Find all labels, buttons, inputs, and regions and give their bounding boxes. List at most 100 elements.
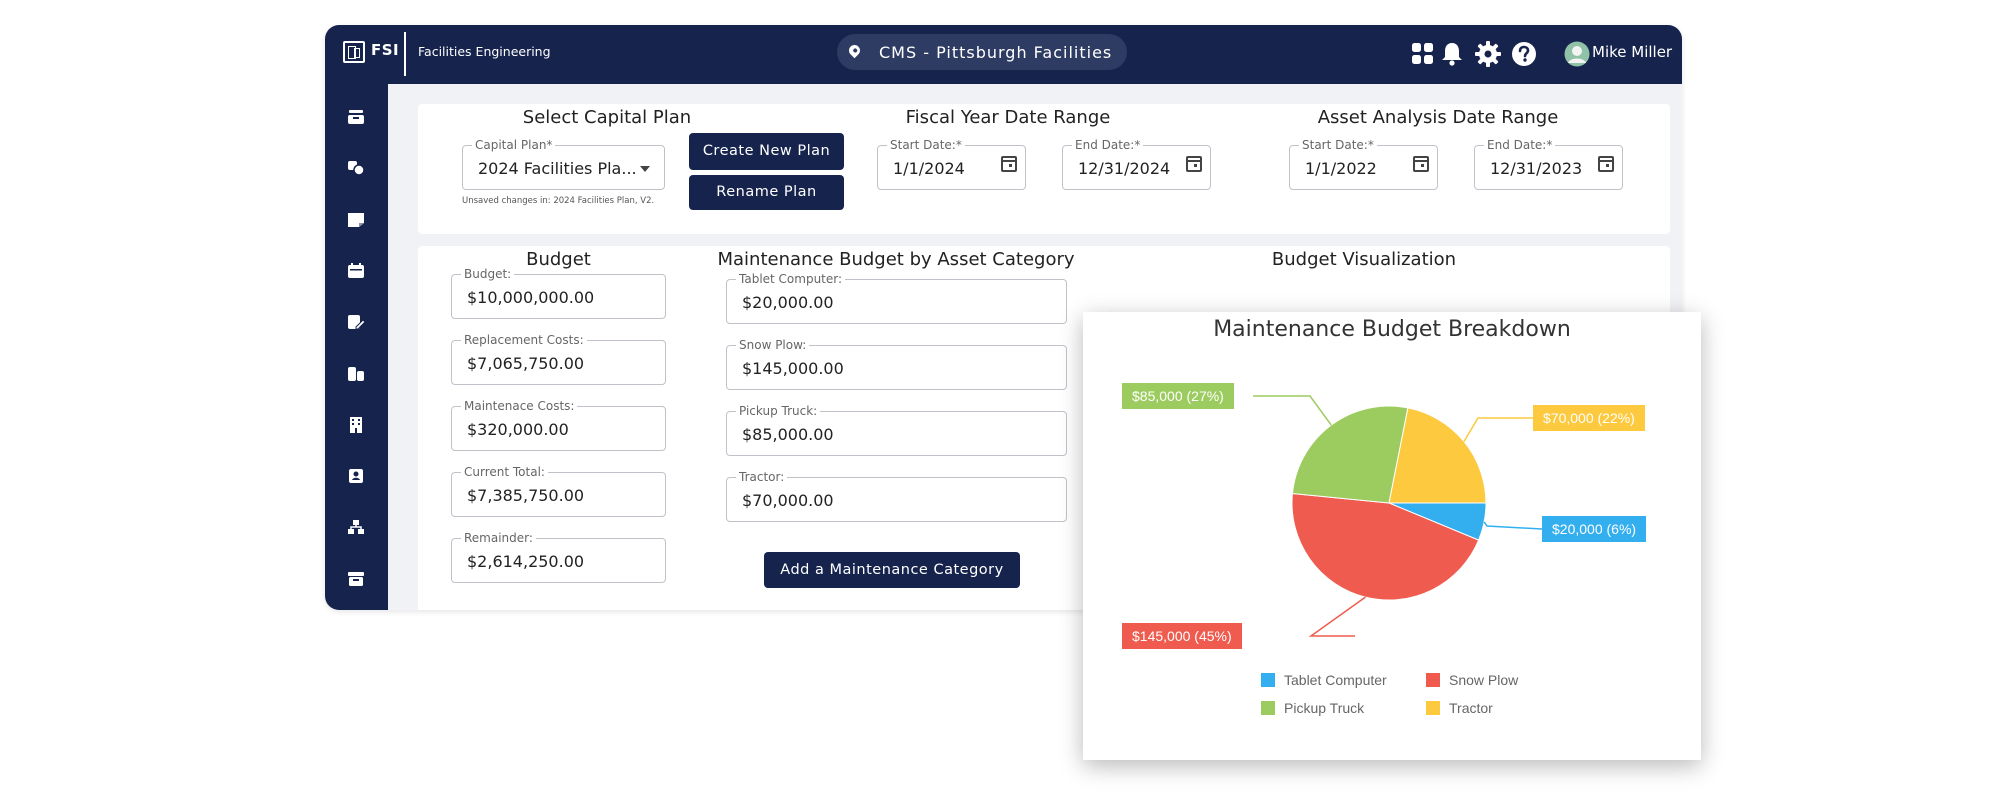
leader-line-tablet-computer bbox=[1483, 521, 1543, 530]
calendar-icon[interactable] bbox=[347, 263, 365, 279]
calendar-icon[interactable] bbox=[1186, 156, 1202, 172]
user-name[interactable]: Mike Miller bbox=[1592, 43, 1673, 61]
legend-label-snow-plow[interactable]: Snow Plow bbox=[1449, 672, 1519, 688]
budget-field[interactable]: Budget: $10,000,000.00 bbox=[451, 267, 666, 319]
unsaved-note: Unsaved changes in: 2024 Facilities Plan… bbox=[462, 196, 655, 206]
current-total-field[interactable]: Current Total: $7,385,750.00 bbox=[451, 465, 666, 517]
tractor-field[interactable]: Tractor: $70,000.00 bbox=[726, 470, 1067, 522]
slice-label-pickup-truck: $85,000 (27%) bbox=[1122, 383, 1234, 409]
fiscal-start-date-field[interactable]: Start Date:* 1/1/2024 bbox=[877, 138, 1026, 190]
replacement-costs-label: Replacement Costs: bbox=[461, 333, 587, 347]
budget-label: Budget: bbox=[461, 267, 515, 281]
capital-plan-value: 2024 Facilities Pla... bbox=[478, 159, 637, 178]
create-new-plan-button[interactable]: Create New Plan bbox=[689, 133, 844, 170]
tractor-label: Tractor: bbox=[736, 470, 788, 484]
building-icon[interactable] bbox=[347, 417, 365, 433]
archive-icon[interactable] bbox=[347, 571, 365, 587]
org-name: Facilities Engineering bbox=[418, 44, 551, 59]
legend-label-tractor[interactable]: Tractor bbox=[1449, 700, 1493, 716]
snow-plow-field[interactable]: Snow Plow: $145,000.00 bbox=[726, 338, 1067, 390]
capital-plan-select[interactable]: Capital Plan* 2024 Facilities Pla... bbox=[462, 138, 665, 190]
avatar-icon[interactable] bbox=[1564, 41, 1590, 67]
asset-start-label: Start Date:* bbox=[1299, 138, 1377, 152]
brand-name: FSI bbox=[371, 41, 400, 59]
site-selector[interactable]: CMS - Pittsburgh Facilities bbox=[837, 34, 1127, 70]
budget-title: Budget bbox=[526, 249, 591, 270]
current-total-value: $7,385,750.00 bbox=[467, 486, 585, 505]
asset-start-value: 1/1/2022 bbox=[1305, 159, 1377, 178]
slice-label-tablet-computer: $20,000 (6%) bbox=[1542, 516, 1647, 542]
chevron-down-icon bbox=[640, 166, 650, 172]
fiscal-start-label: Start Date:* bbox=[887, 138, 965, 152]
legend-swatch-tablet-computer bbox=[1261, 673, 1275, 687]
slice-label-snow-plow: $145,000 (45%) bbox=[1122, 623, 1242, 649]
note-icon[interactable] bbox=[347, 212, 365, 228]
chart-popup: Maintenance Budget Breakdown $85,000 (27… bbox=[1083, 312, 1701, 760]
rename-plan-button[interactable]: Rename Plan bbox=[689, 175, 844, 210]
fsi-logo-icon[interactable] bbox=[343, 41, 365, 63]
budget-value: $10,000,000.00 bbox=[467, 288, 595, 307]
legend-swatch-snow-plow bbox=[1426, 673, 1440, 687]
pie-chart bbox=[1253, 395, 1543, 637]
app-window: FSI Facilities Engineering CMS - Pittsbu… bbox=[325, 25, 1682, 610]
site-name: CMS - Pittsburgh Facilities bbox=[879, 43, 1113, 62]
maintenance-costs-label: Maintenace Costs: bbox=[461, 399, 578, 413]
contact-icon[interactable] bbox=[347, 468, 365, 484]
replacement-costs-field[interactable]: Replacement Costs: $7,065,750.00 bbox=[451, 333, 666, 385]
replacement-costs-value: $7,065,750.00 bbox=[467, 354, 585, 373]
add-maintenance-category-button[interactable]: Add a Maintenance Category bbox=[764, 552, 1020, 588]
current-total-label: Current Total: bbox=[461, 465, 548, 479]
legend-label-pickup-truck[interactable]: Pickup Truck bbox=[1284, 700, 1365, 716]
fiscal-year-title: Fiscal Year Date Range bbox=[905, 107, 1111, 128]
capital-plan-label: Capital Plan* bbox=[472, 138, 556, 152]
pie-slice-snow-plow[interactable] bbox=[1291, 492, 1480, 601]
pie-slice-tractor[interactable] bbox=[1388, 407, 1487, 504]
remainder-value: $2,614,250.00 bbox=[467, 552, 585, 571]
calendar-icon[interactable] bbox=[1413, 156, 1429, 172]
brand-divider bbox=[404, 32, 406, 76]
pie-slice-pickup-truck[interactable] bbox=[1291, 405, 1409, 504]
legend-swatch-pickup-truck bbox=[1261, 701, 1275, 715]
asset-analysis-title: Asset Analysis Date Range bbox=[1317, 107, 1559, 128]
calendar-icon[interactable] bbox=[1598, 156, 1614, 172]
asset-end-label: End Date:* bbox=[1484, 138, 1556, 152]
snow-plow-value: $145,000.00 bbox=[742, 359, 844, 378]
maintenance-costs-field[interactable]: Maintenace Costs: $320,000.00 bbox=[451, 399, 666, 451]
pickup-truck-label: Pickup Truck: bbox=[736, 404, 821, 418]
chart-title: Maintenance Budget Breakdown bbox=[1213, 317, 1571, 342]
top-bar: FSI Facilities Engineering CMS - Pittsbu… bbox=[325, 25, 1682, 84]
calendar-icon[interactable] bbox=[1001, 156, 1017, 172]
fiscal-end-value: 12/31/2024 bbox=[1078, 159, 1171, 178]
fiscal-end-date-field[interactable]: End Date:* 12/31/2024 bbox=[1062, 138, 1211, 190]
tablet-computer-field[interactable]: Tablet Computer: $20,000.00 bbox=[726, 272, 1067, 324]
edit-doc-icon[interactable] bbox=[347, 314, 365, 330]
remainder-field[interactable]: Remainder: $2,614,250.00 bbox=[451, 531, 666, 583]
bell-icon[interactable] bbox=[1439, 41, 1465, 67]
leader-line-tractor bbox=[1463, 417, 1533, 442]
tractor-value: $70,000.00 bbox=[742, 491, 834, 510]
asset-end-value: 12/31/2023 bbox=[1490, 159, 1583, 178]
fiscal-start-value: 1/1/2024 bbox=[893, 159, 965, 178]
hierarchy-icon[interactable] bbox=[347, 519, 365, 535]
visualization-title: Budget Visualization bbox=[1271, 249, 1457, 270]
capital-plan-title: Select Capital Plan bbox=[522, 107, 692, 128]
snow-plow-label: Snow Plow: bbox=[736, 338, 810, 352]
apps-grid-icon[interactable] bbox=[1410, 41, 1436, 67]
inbox-icon[interactable] bbox=[347, 109, 365, 125]
sidebar bbox=[325, 84, 388, 610]
pickup-truck-value: $85,000.00 bbox=[742, 425, 834, 444]
legend-swatch-tractor bbox=[1426, 701, 1440, 715]
plan-dates-card: Select Capital Plan Capital Plan* 2024 F… bbox=[418, 104, 1670, 234]
help-icon[interactable] bbox=[1511, 41, 1537, 67]
pickup-truck-field[interactable]: Pickup Truck: $85,000.00 bbox=[726, 404, 1067, 456]
shapes-icon[interactable] bbox=[347, 160, 365, 176]
asset-end-date-field[interactable]: End Date:* 12/31/2023 bbox=[1474, 138, 1623, 190]
maintenance-costs-value: $320,000.00 bbox=[467, 420, 569, 439]
legend-label-tablet-computer[interactable]: Tablet Computer bbox=[1284, 672, 1387, 688]
remainder-label: Remainder: bbox=[461, 531, 536, 545]
tablet-computer-label: Tablet Computer: bbox=[736, 272, 846, 286]
leader-line-pickup-truck bbox=[1253, 395, 1332, 426]
asset-start-date-field[interactable]: Start Date:* 1/1/2022 bbox=[1289, 138, 1438, 190]
assets-icon[interactable] bbox=[347, 366, 365, 382]
gear-icon[interactable] bbox=[1475, 41, 1501, 67]
